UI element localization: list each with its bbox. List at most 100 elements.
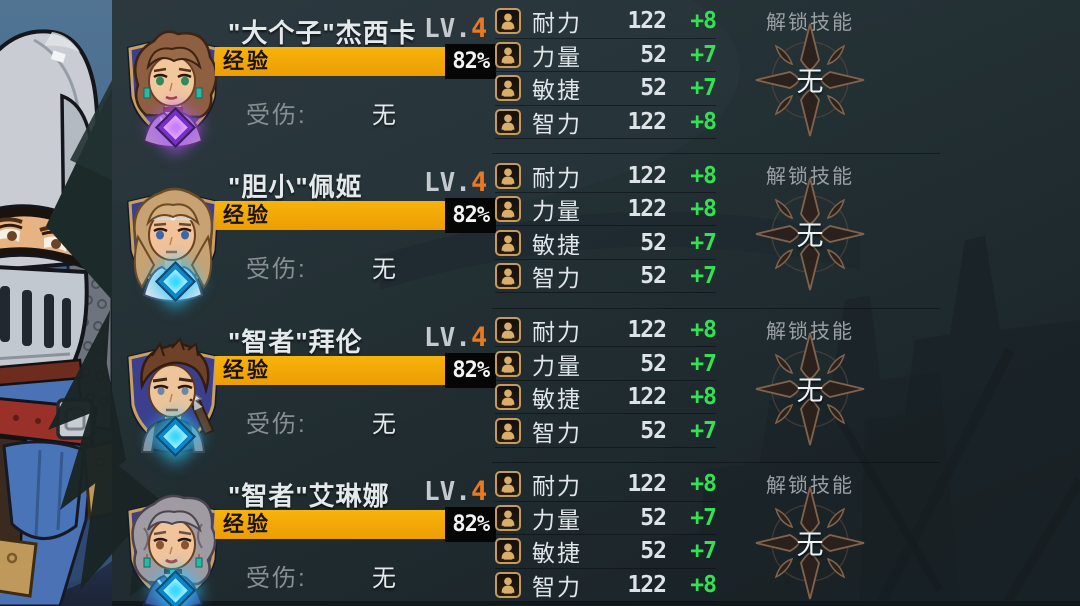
stats-list: 耐力 122 +8 力量 52 +7 敏捷 52 +7 智力 122 +8 <box>495 5 717 139</box>
stat-label: 敏捷 <box>532 540 582 567</box>
injury-label: 受伤: <box>246 410 307 438</box>
exp-bar-fill: 经验 <box>215 201 446 231</box>
character-avatar[interactable] <box>114 25 232 151</box>
injury-label: 受伤: <box>246 102 307 129</box>
stat-row-endurance: 耐力 122 +8 <box>495 314 717 348</box>
exp-percent: 82% <box>445 198 496 234</box>
character-row[interactable]: "智者"艾琳娜 LV.4 经验 82% 受伤: 无 耐力 122 +8 力量 52… <box>0 463 1080 606</box>
person-icon <box>495 196 521 223</box>
row-separator <box>492 153 940 155</box>
stat-label: 力量 <box>532 352 582 379</box>
stat-label: 耐力 <box>532 10 582 37</box>
character-row[interactable]: "智者"拜伦 LV.4 经验 82% 受伤: 无 耐力 122 +8 力量 52 … <box>0 309 1080 464</box>
person-icon <box>495 229 521 256</box>
stat-row-strength: 力量 122 +8 <box>495 193 717 227</box>
injury-label: 受伤: <box>246 256 307 284</box>
stat-value: 122 <box>627 384 667 411</box>
stat-bonus: +8 <box>690 571 717 598</box>
person-icon <box>495 571 521 598</box>
person-icon <box>495 41 521 68</box>
level-prefix: LV. <box>424 168 471 199</box>
stat-bonus: +7 <box>690 41 717 68</box>
stat-value: 52 <box>640 538 667 565</box>
stat-bonus: +7 <box>690 538 717 565</box>
stat-row-intelligence: 智力 122 +8 <box>495 569 717 603</box>
unlock-skills-header: 解锁技能 <box>766 12 854 34</box>
level-prefix: LV. <box>424 477 471 508</box>
character-avatar[interactable] <box>114 488 232 606</box>
unlock-skills-header: 解锁技能 <box>766 320 854 343</box>
stat-bonus: +7 <box>690 504 717 531</box>
stat-value: 52 <box>640 417 667 444</box>
stat-bonus: +8 <box>690 162 717 189</box>
stat-row-strength: 力量 52 +7 <box>495 39 717 72</box>
stat-row-endurance: 耐力 122 +8 <box>495 159 717 193</box>
character-row[interactable]: "胆小"佩姬 LV.4 经验 82% 受伤: 无 耐力 122 +8 力量 122… <box>0 154 1080 309</box>
stat-row-agility: 敏捷 122 +8 <box>495 381 717 415</box>
stat-value: 122 <box>627 108 667 135</box>
injury-value: 无 <box>372 102 396 129</box>
injury-label: 受伤: <box>246 565 307 593</box>
character-avatar[interactable] <box>114 179 232 305</box>
level-value: 4 <box>470 167 488 199</box>
stat-label: 耐力 <box>532 319 582 346</box>
exp-label: 经验 <box>223 50 271 73</box>
person-icon <box>495 108 521 135</box>
person-icon <box>495 504 521 531</box>
exp-label: 经验 <box>223 204 271 228</box>
stat-row-agility: 敏捷 52 +7 <box>495 535 717 569</box>
stat-value: 52 <box>640 75 667 102</box>
exp-bar-fill: 经验 <box>215 355 446 385</box>
stat-row-endurance: 耐力 122 +8 <box>495 468 717 502</box>
stat-bonus: +7 <box>690 350 717 377</box>
stat-bonus: +7 <box>690 417 717 444</box>
knight-artwork <box>0 0 112 606</box>
person-icon <box>495 75 521 102</box>
stat-value: 52 <box>640 504 667 531</box>
skills-value: 无 <box>796 530 824 561</box>
stat-bonus: +8 <box>690 317 717 344</box>
stats-list: 耐力 122 +8 力量 52 +7 敏捷 122 +8 智力 52 +7 <box>495 314 717 448</box>
stat-row-endurance: 耐力 122 +8 <box>495 5 717 39</box>
character-name: "大个子"杰西卡 <box>228 18 417 48</box>
character-portrait <box>127 30 219 149</box>
character-row[interactable]: "大个子"杰西卡 LV.4 经验 82% 受伤: 无 耐力 122 +8 力量 5… <box>0 0 1080 155</box>
compass-rose-emblem-icon <box>755 332 865 445</box>
person-icon <box>495 471 521 498</box>
stat-value: 52 <box>640 263 667 290</box>
stat-bonus: +7 <box>690 75 717 102</box>
person-icon <box>495 350 521 377</box>
person-icon <box>495 8 521 35</box>
level-prefix: LV. <box>424 14 471 44</box>
injury-row: 受伤: 无 <box>246 95 396 130</box>
stat-row-strength: 力量 52 +7 <box>495 347 717 381</box>
person-icon <box>495 384 521 411</box>
character-avatar[interactable] <box>114 334 232 460</box>
stat-bonus: +8 <box>690 384 717 411</box>
stat-value: 122 <box>627 317 667 344</box>
character-level: LV.4 <box>424 476 487 507</box>
exp-bar: 经验 82% <box>215 44 496 79</box>
stat-label: 耐力 <box>532 473 582 500</box>
person-icon <box>495 162 521 189</box>
level-value: 4 <box>470 321 488 353</box>
injury-row: 受伤: 无 <box>246 249 396 284</box>
character-name: "智者"拜伦 <box>228 326 363 357</box>
stat-value: 122 <box>627 471 667 498</box>
exp-percent: 82% <box>445 44 496 79</box>
stat-row-strength: 力量 52 +7 <box>495 502 717 536</box>
stat-value: 52 <box>640 229 667 256</box>
exp-percent: 82% <box>445 352 496 388</box>
row-separator <box>492 462 940 464</box>
stat-row-agility: 敏捷 52 +7 <box>495 72 717 106</box>
stat-label: 智力 <box>532 265 582 292</box>
character-level: LV.4 <box>424 13 487 44</box>
stats-list: 耐力 122 +8 力量 122 +8 敏捷 52 +7 智力 52 +7 <box>495 159 717 294</box>
stat-label: 智力 <box>532 110 582 137</box>
skills-value: 无 <box>796 375 824 406</box>
stat-label: 敏捷 <box>532 77 582 104</box>
character-level: LV.4 <box>424 322 487 353</box>
injury-row: 受伤: 无 <box>246 558 396 593</box>
